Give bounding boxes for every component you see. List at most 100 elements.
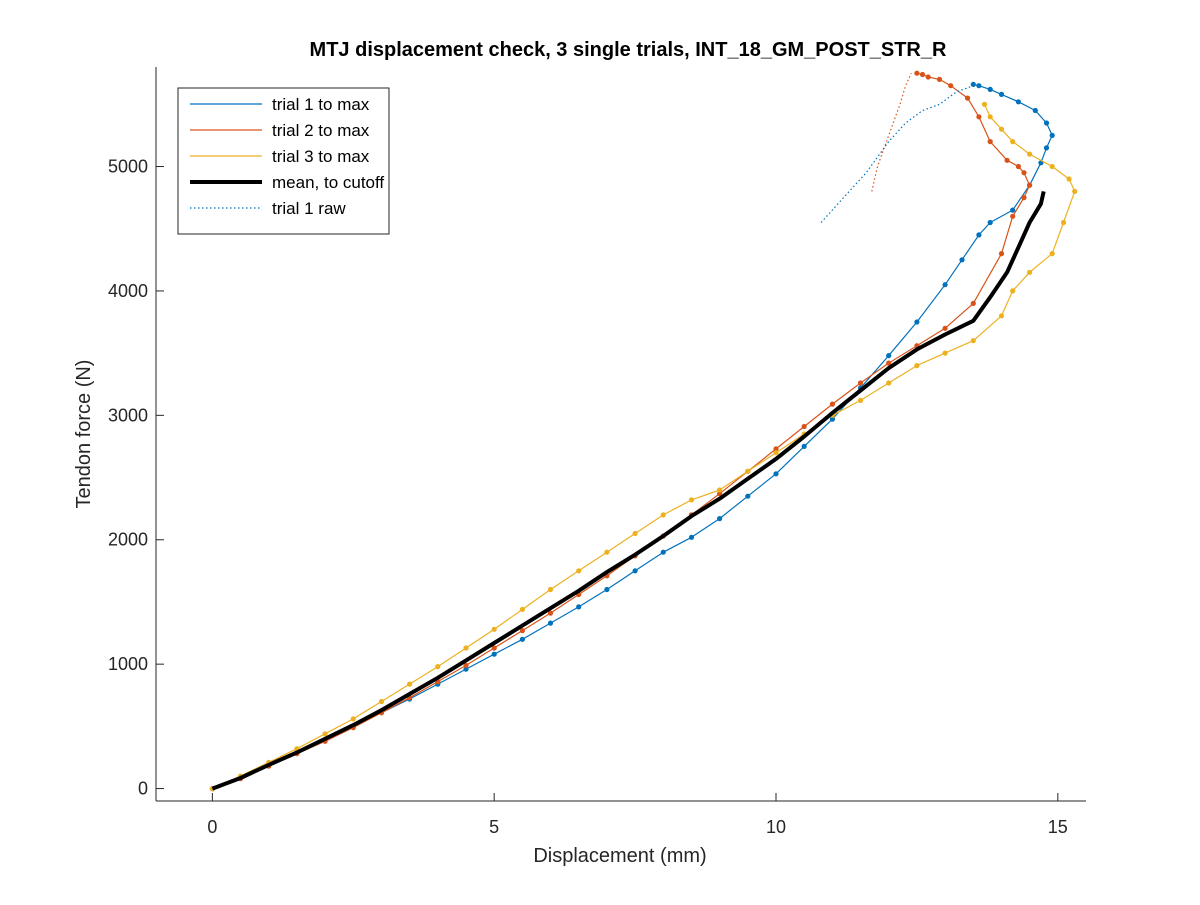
series-2-point xyxy=(463,662,469,669)
series-2-point xyxy=(970,300,976,306)
series-2-point xyxy=(976,114,982,120)
series-1-point xyxy=(829,416,836,422)
series-2-point xyxy=(965,95,971,101)
series-3-point xyxy=(981,101,988,107)
plot-area xyxy=(209,70,1078,792)
y-tick-label: 0 xyxy=(138,779,148,799)
series-2-point xyxy=(919,71,926,78)
series-1-point xyxy=(491,651,497,657)
series-3-point xyxy=(547,586,554,593)
series-3-point xyxy=(378,698,385,705)
x-tick-label: 5 xyxy=(489,817,499,837)
series-3-point xyxy=(322,731,328,737)
series-3-point xyxy=(857,397,864,403)
axes xyxy=(155,67,1086,802)
legend-label: trial 1 to max xyxy=(272,95,370,114)
series-3-point xyxy=(576,568,582,574)
series-3-point xyxy=(914,363,920,369)
series-1-point xyxy=(1049,132,1055,138)
series-3-point xyxy=(1027,269,1033,275)
series-2-point xyxy=(1015,163,1022,170)
y-tick-label: 5000 xyxy=(108,157,148,177)
series-1-point xyxy=(959,257,965,263)
legend-box xyxy=(177,87,390,235)
series-2-point xyxy=(948,83,954,89)
series-2-point xyxy=(1004,157,1010,163)
legend-label: mean, to cutoff xyxy=(272,173,384,192)
x-tick-label: 10 xyxy=(766,817,786,837)
series-3-point xyxy=(1072,188,1078,194)
series-3-point xyxy=(1049,251,1055,257)
series-3-point xyxy=(1010,139,1016,145)
legend-label: trial 3 to max xyxy=(272,147,370,166)
series-2-point xyxy=(914,70,920,76)
series-2-point xyxy=(491,645,497,651)
series-1-point xyxy=(1043,120,1050,126)
y-tick-label: 4000 xyxy=(108,281,148,301)
series-1-point xyxy=(998,91,1005,97)
series-2-point xyxy=(857,380,864,386)
series-1-point xyxy=(987,86,993,92)
series-1-point xyxy=(519,636,526,642)
series-2-point xyxy=(998,251,1005,257)
series-3-point xyxy=(987,114,993,120)
series-2-point xyxy=(547,610,554,616)
y-tick-label: 3000 xyxy=(108,405,148,425)
series-5-line xyxy=(820,85,974,223)
series-3-point xyxy=(604,549,610,555)
series-2-point xyxy=(936,76,943,82)
series-1-point xyxy=(987,219,993,226)
y-axis-label: Tendon force (N) xyxy=(73,360,95,509)
series-3-point xyxy=(688,497,695,503)
series-3-point xyxy=(886,380,892,386)
x-axis-label: Displacement (mm) xyxy=(533,845,706,867)
series-3-point xyxy=(998,313,1005,319)
series-3-point xyxy=(632,530,638,537)
series-1-point xyxy=(773,471,779,477)
series-3-point xyxy=(1027,151,1033,157)
series-1-point xyxy=(632,568,638,574)
series-3-point xyxy=(745,468,751,474)
series-3-point xyxy=(1066,176,1072,182)
series-2-point xyxy=(801,423,807,430)
series-2-point xyxy=(519,628,526,634)
series-3-point xyxy=(660,512,666,518)
series-1-point xyxy=(914,319,920,325)
legend: trial 1 to max trial 2 to max trial 3 to m… xyxy=(177,87,390,235)
series-4-line xyxy=(211,190,1046,791)
series-2-point xyxy=(1021,195,1027,201)
series-2-point xyxy=(717,491,723,497)
series-1-point xyxy=(660,549,666,555)
series-3-point xyxy=(1049,163,1055,170)
series-1-point xyxy=(976,83,982,89)
series-2-point xyxy=(886,360,892,366)
x-tick-label: 15 xyxy=(1048,817,1068,837)
series-3-point xyxy=(491,626,497,632)
series-1-point xyxy=(1010,207,1016,213)
series-3-point xyxy=(942,350,948,356)
series-2-point xyxy=(925,74,931,80)
series-1-point xyxy=(604,586,610,593)
legend-label: trial 2 to max xyxy=(272,121,370,140)
series-3-point xyxy=(350,716,356,722)
series-1-point xyxy=(576,604,582,610)
series-3-point xyxy=(970,338,976,344)
series-1-point xyxy=(717,516,723,522)
series-3-point xyxy=(407,681,413,687)
series-3-point xyxy=(717,487,723,493)
series-1-point xyxy=(801,443,807,449)
series-3-point xyxy=(773,450,779,456)
series-1-point xyxy=(886,353,892,359)
series-1-point xyxy=(745,493,751,499)
series-1-point xyxy=(976,232,982,238)
series-3-point xyxy=(1010,288,1016,294)
series-2-point xyxy=(1010,213,1016,219)
series-2-point xyxy=(829,401,836,407)
series-1-point xyxy=(1015,99,1022,105)
y-tick-label: 1000 xyxy=(108,654,148,674)
ticks: 0 5 10 15 0 1000 2000 3000 4000 5000 xyxy=(108,157,1068,837)
series-3-point xyxy=(998,126,1005,132)
y-tick-label: 2000 xyxy=(108,530,148,550)
series-1-point xyxy=(547,620,554,626)
